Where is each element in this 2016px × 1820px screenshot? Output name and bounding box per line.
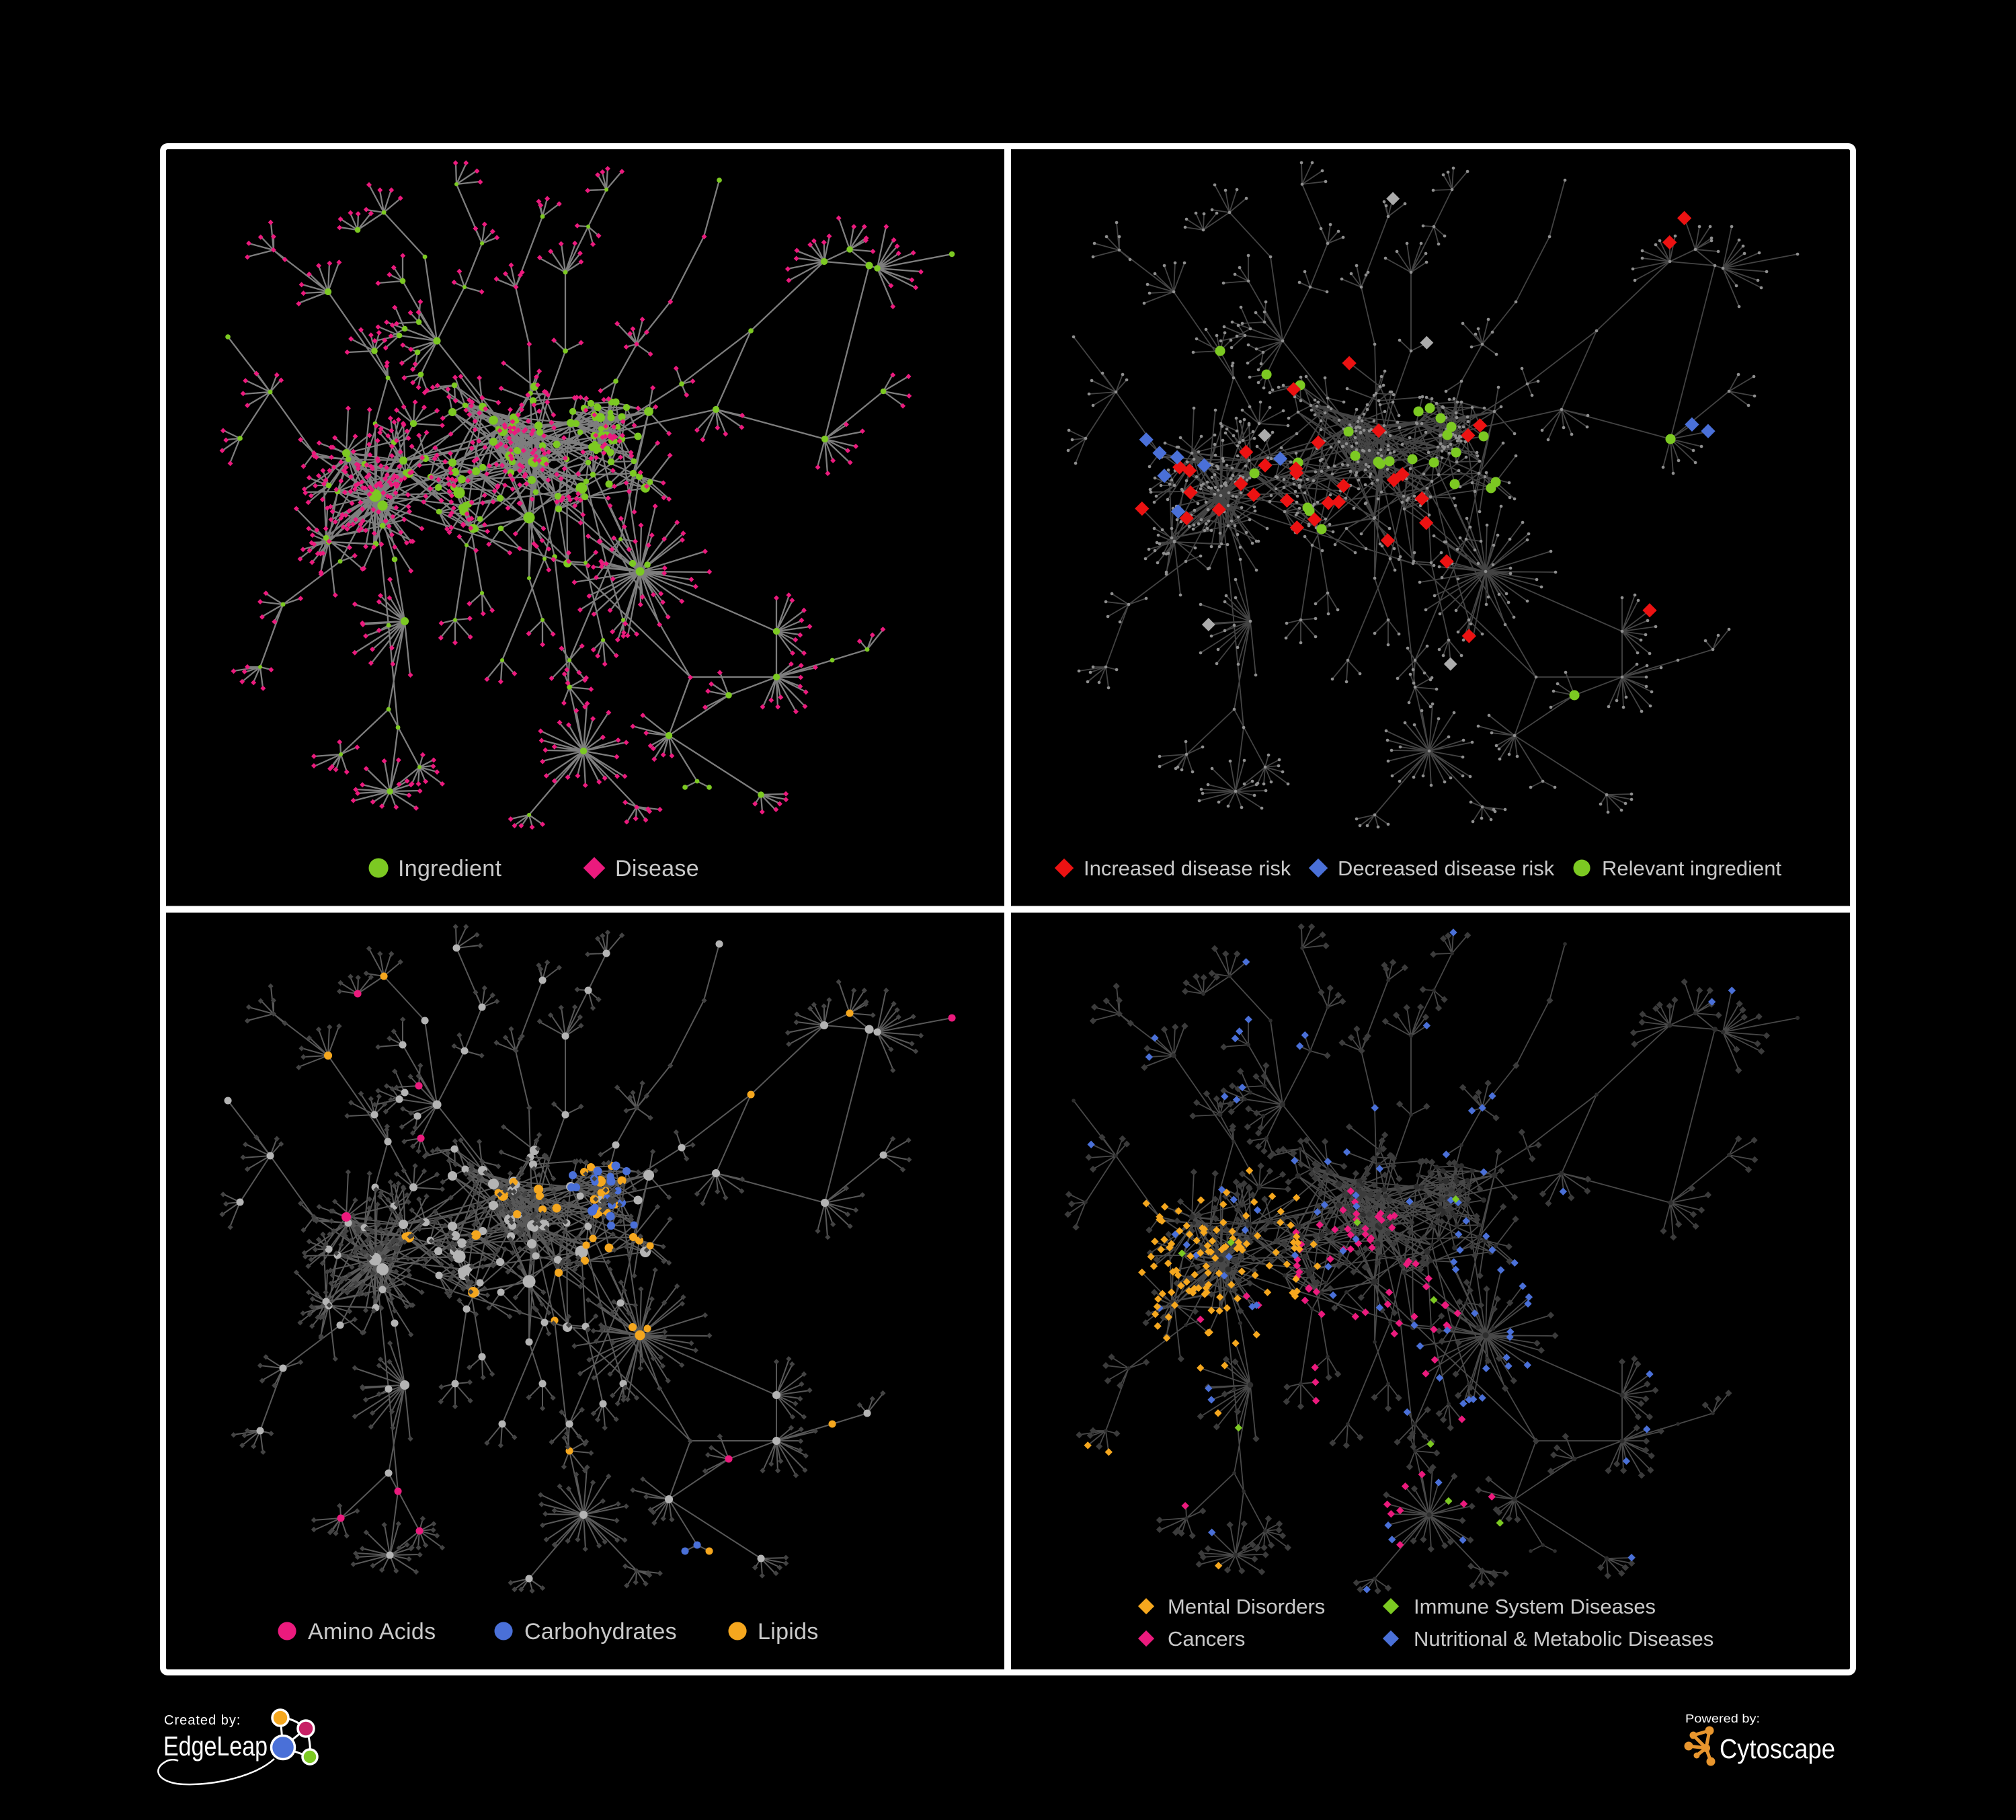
svg-text:Nutritional & Metabolic Diseas: Nutritional & Metabolic Diseases xyxy=(1414,1627,1713,1651)
svg-text:EdgeLeap: EdgeLeap xyxy=(163,1731,268,1762)
svg-text:Ingredient: Ingredient xyxy=(398,856,501,881)
svg-text:Increased disease risk: Increased disease risk xyxy=(1084,857,1291,880)
svg-text:Mental Disorders: Mental Disorders xyxy=(1168,1595,1325,1618)
svg-text:Immune System Diseases: Immune System Diseases xyxy=(1414,1595,1656,1618)
svg-text:Decreased disease risk: Decreased disease risk xyxy=(1338,857,1555,880)
svg-text:Relevant ingredient: Relevant ingredient xyxy=(1602,857,1782,880)
svg-text:Disease: Disease xyxy=(615,856,699,881)
svg-text:Carbohydrates: Carbohydrates xyxy=(524,1619,677,1645)
svg-text:Cytoscape: Cytoscape xyxy=(1720,1733,1835,1764)
svg-text:Powered by:: Powered by: xyxy=(1685,1712,1760,1725)
svg-text:Cancers: Cancers xyxy=(1168,1627,1245,1651)
svg-text:Created by:: Created by: xyxy=(164,1713,241,1728)
svg-text:Lipids: Lipids xyxy=(758,1619,819,1645)
svg-text:Amino Acids: Amino Acids xyxy=(308,1619,436,1645)
